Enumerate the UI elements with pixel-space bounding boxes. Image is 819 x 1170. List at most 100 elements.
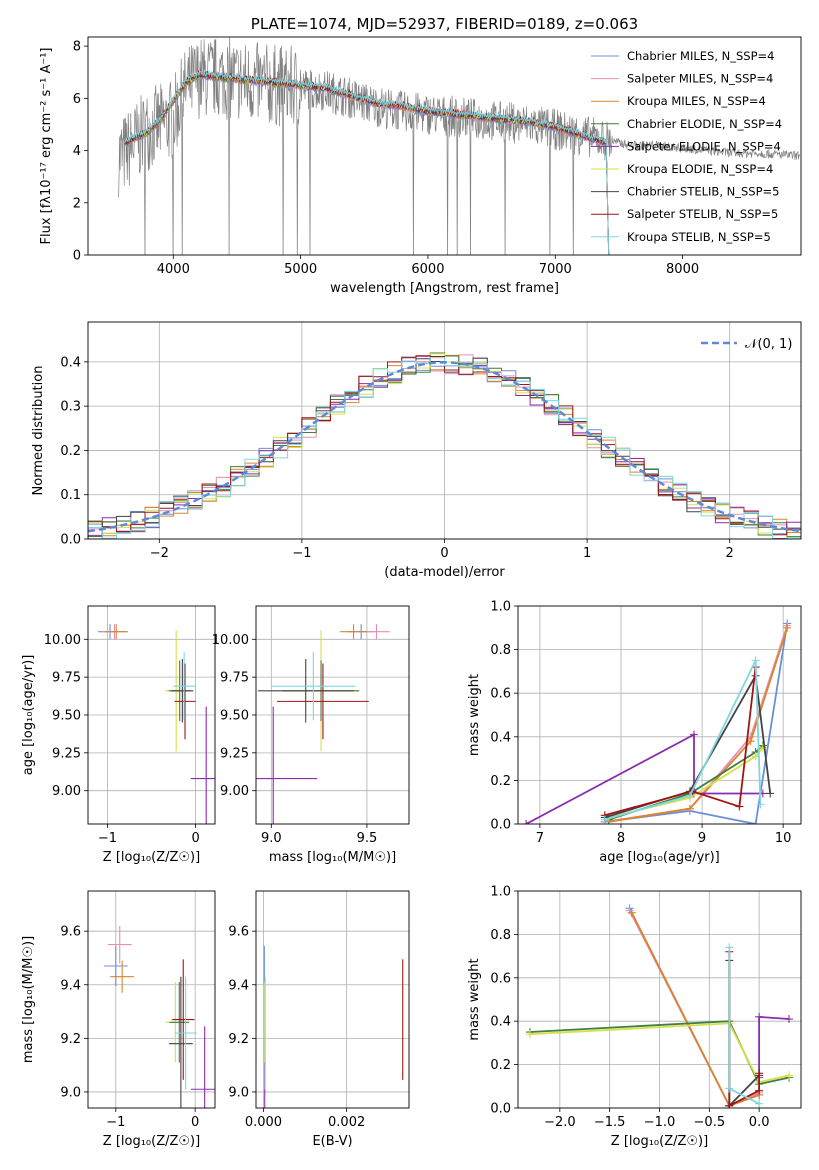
- mass-weight-marker: [766, 789, 775, 798]
- mass-weight-line-1: [628, 907, 760, 1107]
- mass-weight-marker: [755, 1099, 764, 1108]
- x-tick-label: 0.000: [245, 1115, 282, 1130]
- axes-frame: [87, 36, 802, 256]
- x-tick-label: 9: [698, 831, 706, 846]
- mass-weight-marker: [725, 1084, 734, 1093]
- mass-weight-line-6: [529, 1022, 790, 1084]
- axes-frame: [87, 605, 216, 825]
- model-spectrum-9: [124, 70, 610, 255]
- x-tick-label: 7000: [539, 262, 572, 277]
- mass-weight-marker: [783, 623, 792, 632]
- plot-area-mass-EBV: [256, 891, 409, 1108]
- x-tick-label: −2.0: [544, 1115, 576, 1130]
- x-tick-label: 0: [191, 1115, 199, 1130]
- mass-weight-marker: [756, 800, 765, 809]
- panel-weight-Z: −2.0 −1.5 −1.0 −0.5 0.0 0.0 0.2 0.4 0.6 0.8 1.0 Z […: [467, 885, 802, 1149]
- y-tick-label: 9.25: [220, 746, 249, 761]
- y-tick-label: 0.8: [490, 643, 511, 658]
- x-axis-label: wavelength [Angstrom, rest frame]: [330, 281, 559, 296]
- legend-label-7: Chabrier STELIB, N_SSP=5: [627, 185, 779, 199]
- y-tick-label: 9.6: [228, 925, 249, 940]
- y-tick-label: 0.2: [490, 774, 511, 789]
- y-tick-label: 0.2: [490, 1058, 511, 1073]
- y-tick-label: 9.50: [52, 709, 81, 724]
- y-tick-label: 9.2: [60, 1032, 81, 1047]
- mass-weight-marker: [751, 820, 760, 824]
- x-tick-label: 5000: [284, 262, 317, 277]
- axes-frame: [255, 605, 410, 825]
- y-tick-label: 0.0: [490, 1102, 511, 1117]
- mass-weight-marker: [755, 1069, 764, 1078]
- y-tick-label: 0.0: [60, 533, 81, 548]
- x-axis-label: E(B-V): [312, 1134, 352, 1149]
- y-tick-label: 0.3: [60, 400, 81, 415]
- legend-label-2: Salpeter MILES, N_SSP=4: [627, 72, 773, 86]
- mass-weight-marker: [627, 908, 636, 917]
- y-axis-label: Flux [fλ10⁻¹⁷ erg cm⁻² s⁻¹ A⁻¹]: [39, 48, 54, 245]
- legend-label-8: Salpeter STELIB, N_SSP=5: [627, 207, 778, 221]
- y-tick-label: 0.0: [490, 818, 511, 833]
- x-axis-label: Z [log₁₀(Z/Z☉)]: [103, 850, 200, 865]
- axes-frame: [87, 321, 802, 540]
- x-tick-label: −1: [292, 546, 311, 561]
- y-tick-label: 10.00: [44, 633, 81, 648]
- axes-frame: [517, 890, 802, 1109]
- plot-area-mass-Z: [88, 891, 215, 1108]
- y-tick-label: 9.00: [220, 784, 249, 799]
- mass-weight-marker: [522, 820, 531, 824]
- axes-frame: [87, 890, 216, 1109]
- x-tick-label: 8: [617, 831, 625, 846]
- x-axis-label: (data-model)/error: [384, 565, 505, 580]
- legend-label-4: Chabrier ELODIE, N_SSP=4: [627, 117, 782, 131]
- mass-weight-line-9: [604, 660, 762, 821]
- y-tick-label: 4: [73, 144, 81, 159]
- plot-area-age-mass: [256, 606, 409, 824]
- x-tick-label: −1: [98, 831, 117, 846]
- mass-weight-marker: [685, 804, 694, 813]
- mass-weight-marker: [735, 802, 744, 811]
- y-tick-label: 9.0: [60, 1085, 81, 1100]
- panel-mass-Z: −1 0 9.0 9.2 9.4 9.6 Z [log₁₀(Z/Z☉)] mass [log₁…: [21, 890, 216, 1149]
- legend-label-normal: 𝒩(0, 1): [745, 337, 792, 352]
- y-tick-label: 0.2: [60, 444, 81, 459]
- chart-title: PLATE=1074, MJD=52937, FIBERID=0189, z=0…: [251, 15, 638, 33]
- x-tick-label: 7: [536, 831, 544, 846]
- panel-age-mass: 9.0 9.5 9.00 9.25 9.50 9.75 10.00 mass [log₁₀(M…: [212, 605, 410, 865]
- y-tick-label: 8: [73, 40, 81, 55]
- panel-weight-age: 7 8 9 10 0.0 0.2 0.4 0.6 0.8 1.0 age [log₁₀(age/yr…: [467, 600, 802, 865]
- y-tick-label: 9.2: [228, 1032, 249, 1047]
- observed-spectrum-line: [118, 37, 800, 255]
- panel-mass-EBV: 0.000 0.002 9.0 9.2 9.4 9.6 E(B-V): [228, 890, 410, 1149]
- y-axis-label: Normed distribution: [31, 366, 46, 496]
- y-tick-label: 0.1: [60, 488, 81, 503]
- y-axis-label: age [log₁₀(age/yr)]: [21, 655, 36, 776]
- mass-weight-marker: [785, 1071, 794, 1080]
- plot-area-weight-age: [518, 606, 801, 824]
- y-tick-label: 0.6: [490, 971, 511, 986]
- y-axis-label: mass [log₁₀(M/M☉)]: [21, 936, 36, 1063]
- y-tick-label: 0.6: [490, 687, 511, 702]
- legend-label-6: Kroupa ELODIE, N_SSP=4: [627, 162, 773, 176]
- y-tick-label: 1.0: [490, 885, 511, 900]
- x-axis-label: mass [log₁₀(M/M☉)]: [269, 850, 396, 865]
- x-tick-label: 0: [440, 546, 448, 561]
- x-axis-label: Z [log₁₀(Z/Z☉)]: [103, 1134, 200, 1149]
- x-axis-label: Z [log₁₀(Z/Z☉)]: [611, 1134, 708, 1149]
- x-tick-label: 8000: [666, 262, 699, 277]
- mass-weight-marker: [725, 1101, 734, 1108]
- x-tick-label: −1.5: [594, 1115, 626, 1130]
- y-tick-label: 0: [73, 249, 81, 264]
- y-tick-label: 9.0: [228, 1085, 249, 1100]
- x-tick-label: −1.0: [644, 1115, 676, 1130]
- x-tick-label: −2: [150, 546, 169, 561]
- y-tick-label: 2: [73, 196, 81, 211]
- y-tick-label: 0.4: [490, 1015, 511, 1030]
- mass-weight-marker: [785, 1015, 794, 1024]
- mass-weight-marker: [751, 656, 760, 665]
- y-axis-label: mass weight: [467, 674, 482, 756]
- panel-age-Z: −1 0 9.00 9.25 9.50 9.75 10.00 Z [log₁₀(Z/Z☉)] a…: [21, 605, 216, 865]
- x-tick-label: 10: [775, 831, 792, 846]
- y-tick-label: 9.6: [60, 925, 81, 940]
- legend-label-5: Salpeter ELODIE, N_SSP=4: [627, 139, 781, 153]
